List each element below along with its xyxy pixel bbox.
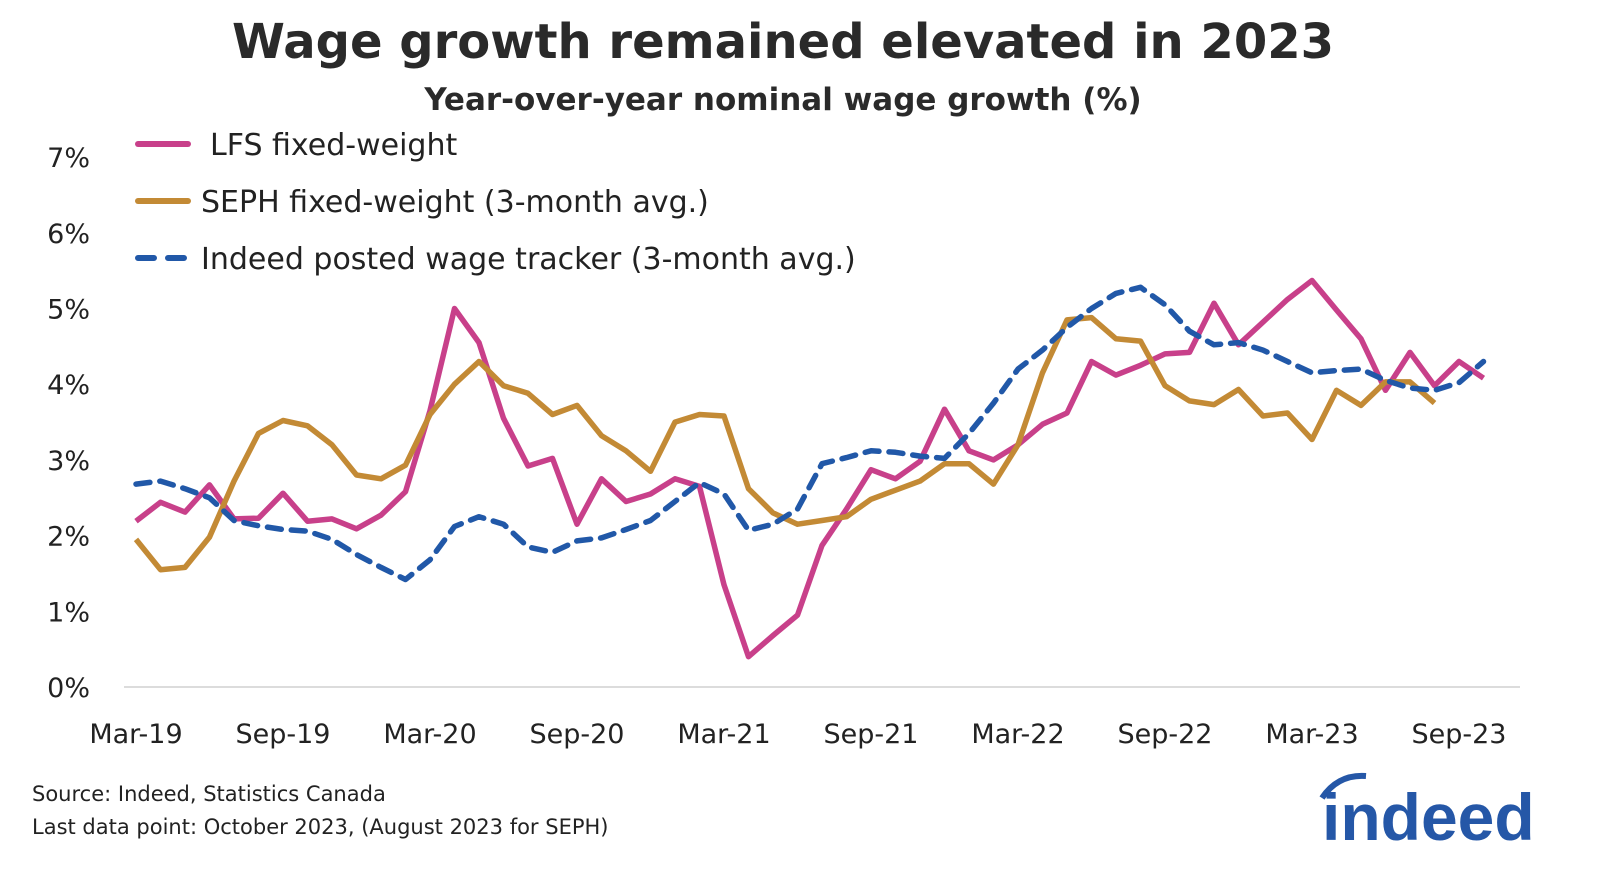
y-tick-label: 5% bbox=[47, 295, 90, 326]
chart-subtitle: Year-over-year nominal wage growth (%) bbox=[424, 82, 1142, 118]
svg-text:indeed: indeed bbox=[1322, 780, 1535, 852]
y-tick-label: 2% bbox=[47, 522, 90, 553]
last-data-note: Last data point: October 2023, (August 2… bbox=[32, 815, 609, 839]
x-tick-label: Mar-20 bbox=[383, 719, 476, 750]
x-tick-label: Sep-20 bbox=[530, 719, 625, 750]
series-line-lfs bbox=[134, 277, 1486, 660]
chart-title: Wage growth remained elevated in 2023 bbox=[231, 14, 1335, 70]
indeed-logo: indeed bbox=[1319, 772, 1535, 852]
y-tick-label: 3% bbox=[47, 446, 90, 477]
legend-label: SEPH fixed-weight (3-month avg.) bbox=[201, 185, 709, 220]
x-tick-label: Mar-19 bbox=[89, 719, 182, 750]
y-tick-label: 1% bbox=[47, 597, 90, 628]
x-tick-label: Sep-22 bbox=[1118, 719, 1213, 750]
x-tick-label: Mar-21 bbox=[677, 719, 770, 750]
y-tick-label: 4% bbox=[47, 370, 90, 401]
series-line-seph bbox=[133, 314, 1437, 573]
x-tick-label: Mar-22 bbox=[971, 719, 1064, 750]
y-tick-label: 0% bbox=[47, 673, 90, 704]
source-note: Source: Indeed, Statistics Canada bbox=[32, 782, 386, 806]
x-tick-label: Mar-23 bbox=[1265, 719, 1358, 750]
series-line-indeed bbox=[133, 284, 1487, 583]
x-tick-label: Sep-23 bbox=[1412, 719, 1507, 750]
x-tick-label: Sep-19 bbox=[236, 719, 331, 750]
legend-label: LFS fixed-weight bbox=[210, 128, 457, 163]
legend-label: Indeed posted wage tracker (3-month avg.… bbox=[201, 242, 856, 277]
x-tick-label: Sep-21 bbox=[824, 719, 919, 750]
y-tick-label: 6% bbox=[47, 219, 90, 250]
y-tick-label: 7% bbox=[47, 143, 90, 174]
